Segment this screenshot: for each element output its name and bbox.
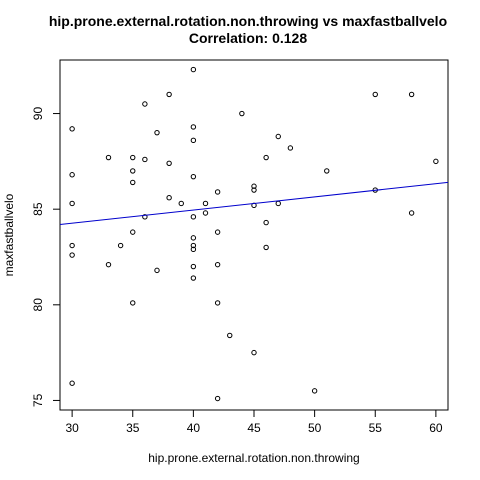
data-point xyxy=(251,183,257,189)
data-point xyxy=(69,252,75,258)
x-tick-label: 50 xyxy=(308,421,322,435)
data-point xyxy=(324,168,330,174)
y-tick-label: 85 xyxy=(31,202,45,216)
data-point xyxy=(166,160,172,166)
data-point xyxy=(372,91,378,98)
data-point xyxy=(239,110,245,117)
data-point xyxy=(105,261,112,268)
x-ticks: 30 35 40 45 50 55 60 xyxy=(65,410,443,435)
data-point xyxy=(190,214,197,220)
data-point xyxy=(408,210,415,216)
data-point xyxy=(311,388,318,394)
chart-title: hip.prone.external.rotation.non.throwing… xyxy=(49,13,447,29)
x-tick-label: 55 xyxy=(369,421,383,435)
data-point xyxy=(154,267,160,274)
data-point xyxy=(130,154,136,161)
data-point xyxy=(251,349,257,356)
data-point xyxy=(130,300,136,306)
x-tick-label: 45 xyxy=(247,421,261,435)
x-axis-label: hip.prone.external.rotation.non.throwing xyxy=(148,451,359,465)
data-point xyxy=(190,242,197,249)
data-point xyxy=(275,200,281,207)
data-point xyxy=(263,219,269,226)
data-point xyxy=(227,332,233,339)
data-point xyxy=(408,91,415,98)
x-tick-label: 60 xyxy=(429,421,443,435)
data-point xyxy=(190,263,197,270)
data-points xyxy=(69,66,439,402)
data-point xyxy=(214,261,221,268)
data-point xyxy=(69,126,75,132)
data-point xyxy=(287,145,294,151)
data-point xyxy=(214,229,221,235)
data-point xyxy=(190,246,197,253)
y-tick-label: 75 xyxy=(31,393,45,407)
data-point xyxy=(214,395,221,402)
x-tick-label: 30 xyxy=(65,421,79,435)
data-point xyxy=(142,101,148,107)
data-point xyxy=(130,168,136,174)
regression-line xyxy=(59,181,449,225)
data-point xyxy=(166,91,172,98)
data-point xyxy=(190,66,197,73)
data-point xyxy=(214,189,221,195)
data-point xyxy=(142,156,148,163)
y-ticks: 75 80 85 90 xyxy=(31,107,60,407)
data-point xyxy=(202,210,209,216)
chart-subtitle: Correlation: 0.128 xyxy=(189,30,307,46)
data-point xyxy=(190,173,197,180)
data-point xyxy=(202,200,209,207)
x-tick-label: 40 xyxy=(187,421,201,435)
data-point xyxy=(190,235,197,241)
data-point xyxy=(190,124,197,130)
data-point xyxy=(69,172,75,178)
data-point xyxy=(263,154,269,161)
data-point xyxy=(275,133,281,140)
data-point xyxy=(69,200,75,207)
y-tick-label: 80 xyxy=(31,298,45,312)
data-point xyxy=(130,229,136,235)
data-point xyxy=(130,179,136,186)
data-point xyxy=(263,244,269,251)
data-point xyxy=(190,275,197,281)
y-axis-label: maxfastballvelo xyxy=(2,193,16,276)
data-point xyxy=(178,200,184,207)
data-point xyxy=(69,242,75,249)
data-point xyxy=(69,380,75,386)
y-tick-label: 90 xyxy=(31,107,45,121)
data-point xyxy=(166,195,172,201)
regression-layer xyxy=(59,181,449,225)
data-point xyxy=(154,129,160,136)
data-point xyxy=(214,300,221,306)
x-tick-label: 35 xyxy=(126,421,140,435)
data-point xyxy=(105,154,112,161)
data-point xyxy=(142,214,148,220)
data-point xyxy=(433,158,439,165)
data-point xyxy=(117,242,124,249)
plot-frame xyxy=(59,59,449,411)
data-point xyxy=(190,137,197,144)
data-point xyxy=(251,187,257,193)
